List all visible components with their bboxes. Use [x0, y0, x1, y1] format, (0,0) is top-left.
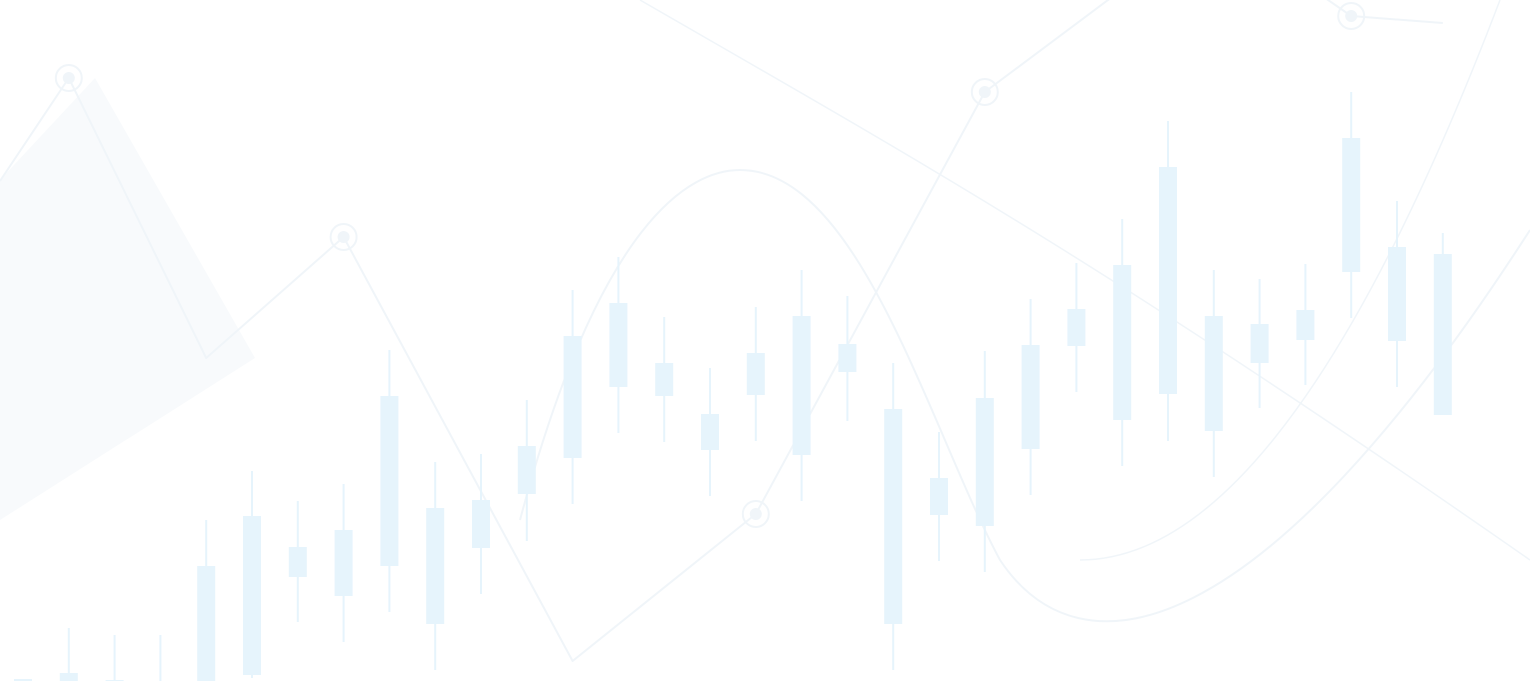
background-area-shapes — [0, 78, 255, 520]
candlestick — [288, 501, 307, 622]
candlestick-body — [243, 516, 261, 675]
candlestick — [975, 351, 994, 572]
trend-node-dot — [1345, 10, 1358, 22]
candlestick-body — [746, 353, 765, 395]
candlestick-body — [838, 344, 857, 372]
trend-node — [54, 64, 83, 92]
candlestick — [701, 368, 719, 496]
background-candlesticks — [14, 92, 1452, 681]
candlestick-body — [1342, 138, 1361, 272]
candlestick — [1250, 279, 1269, 408]
candlestick — [243, 471, 261, 678]
candlestick — [334, 484, 353, 642]
candlestick-body — [1296, 310, 1315, 340]
candlestick-body — [14, 679, 32, 681]
background-area-left — [0, 78, 255, 520]
candlestick-body — [197, 566, 216, 681]
candlestick-body — [701, 414, 719, 450]
background-faint-curves — [519, 0, 1530, 623]
trend-node-ring — [1337, 2, 1366, 30]
candlestick — [197, 520, 216, 681]
candlestick-body — [1067, 309, 1086, 346]
candlestick-body — [655, 363, 674, 396]
candlestick-body — [975, 398, 994, 526]
trend-node-dot — [337, 231, 350, 243]
trend-node-dot — [978, 86, 991, 98]
candlestick — [59, 628, 78, 681]
candlestick-body — [472, 500, 490, 548]
background-curve-right — [1079, 0, 1501, 561]
candlestick — [426, 462, 445, 670]
trend-node — [329, 223, 358, 251]
candlestick-body — [334, 530, 353, 596]
candlestick-body — [930, 478, 948, 515]
candlestick-body — [792, 316, 811, 455]
candlestick-body — [380, 396, 399, 566]
candlestick — [1067, 263, 1086, 392]
candlestick — [1113, 219, 1132, 466]
candlestick-body — [1113, 265, 1132, 420]
candlestick — [792, 270, 811, 501]
candlestick — [1388, 201, 1406, 387]
background-trendline-path — [0, 0, 1443, 662]
candlestick-body — [1433, 254, 1452, 415]
trend-node-ring — [329, 223, 358, 251]
candlestick — [1159, 121, 1177, 441]
trend-node — [741, 500, 770, 528]
candlestick-body — [288, 547, 307, 577]
candlestick-body — [517, 446, 536, 494]
candlestick — [1021, 299, 1040, 495]
candlestick — [563, 290, 582, 504]
candlestick-body — [563, 336, 582, 458]
candlestick-body — [1159, 167, 1177, 394]
candlestick — [884, 363, 903, 670]
candlestick-body — [426, 508, 445, 624]
candlestick-body — [1388, 247, 1406, 341]
candlestick — [609, 257, 628, 433]
candlestick — [930, 432, 948, 561]
candlestick — [1433, 233, 1452, 415]
candlestick-body — [1250, 324, 1269, 363]
candlestick-body — [59, 673, 78, 681]
trend-node — [970, 78, 999, 106]
trend-node-dot — [749, 508, 762, 520]
background-curve-diagonal — [639, 0, 1530, 561]
candlestick — [1296, 264, 1315, 385]
background-curve-main — [519, 168, 1530, 623]
candlestick-body — [1021, 345, 1040, 449]
candlestick — [517, 400, 536, 541]
candlestick — [159, 635, 162, 681]
candlestick — [746, 307, 765, 441]
candlestick-body — [1204, 316, 1223, 431]
candlestick — [1342, 92, 1361, 318]
background-trend-nodes — [54, 2, 1366, 528]
trend-node-ring — [741, 500, 770, 528]
trend-node-dot — [62, 72, 75, 84]
candlestick — [105, 635, 124, 681]
candlestick — [1204, 270, 1223, 477]
trend-node-ring — [970, 78, 999, 106]
trend-node-ring — [54, 64, 83, 92]
candlestick — [655, 317, 674, 442]
trend-node — [1337, 2, 1366, 30]
candlestick-body — [609, 303, 628, 387]
candlestick — [472, 454, 490, 594]
candlestick — [838, 296, 857, 421]
background-trendline — [0, 0, 1443, 662]
candlestick-body — [884, 409, 903, 624]
candlestick — [380, 350, 399, 612]
